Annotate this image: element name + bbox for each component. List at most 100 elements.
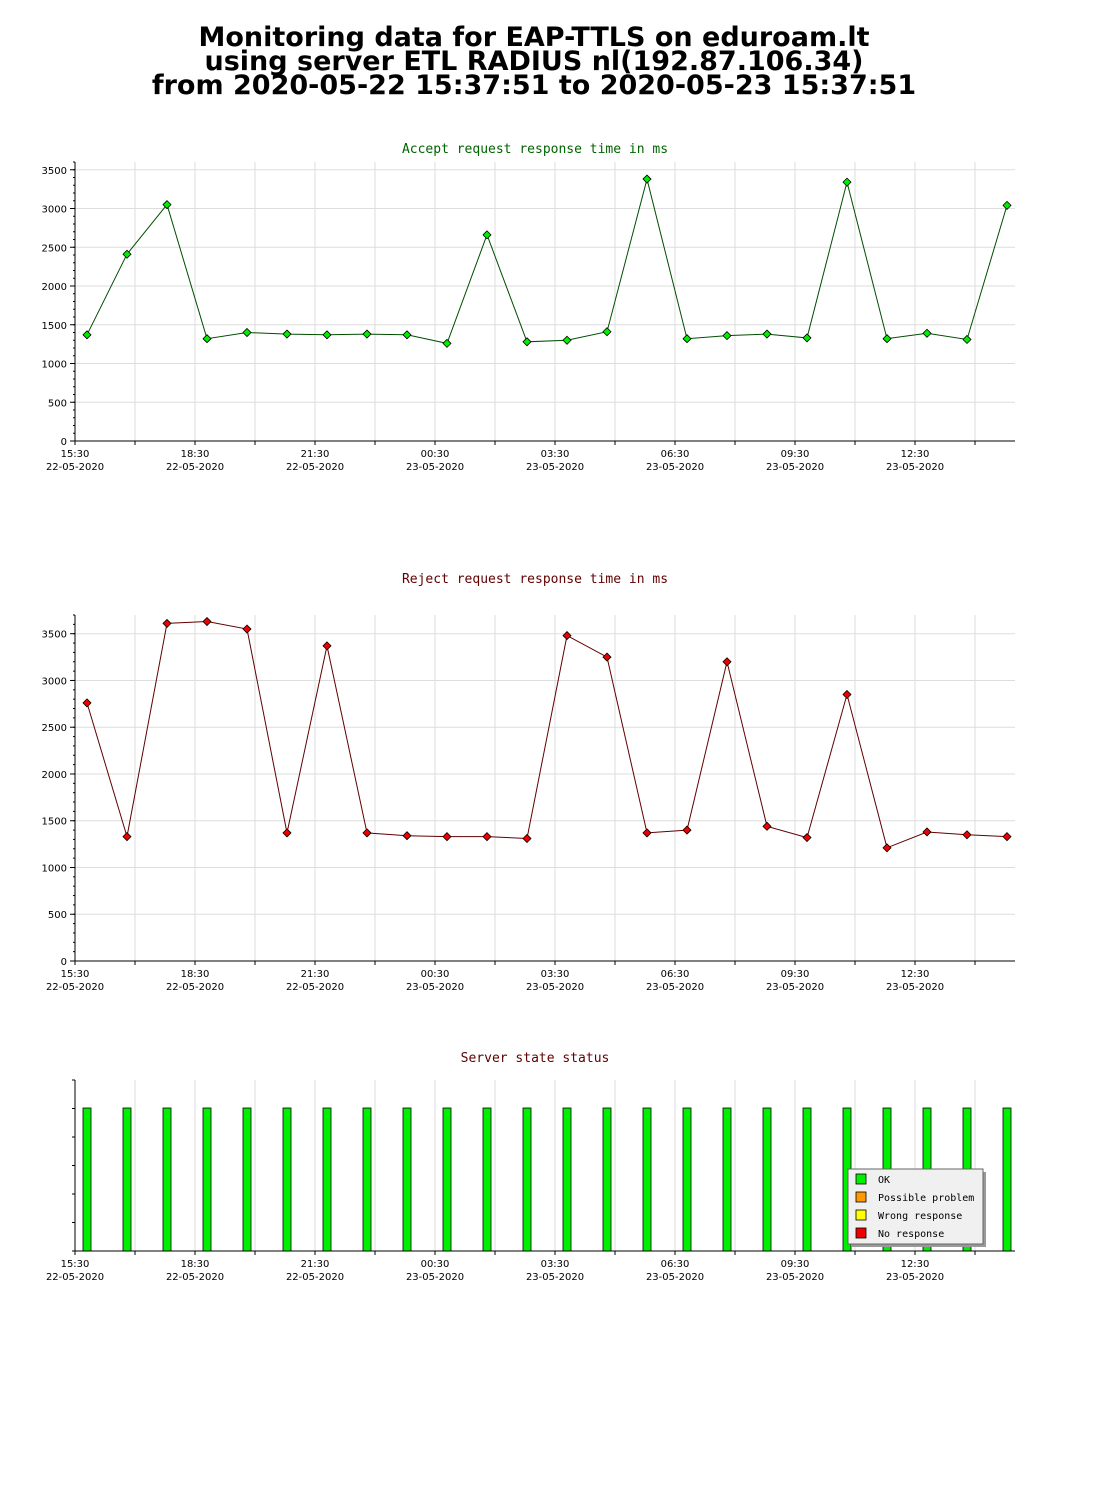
data-point (202, 334, 212, 344)
x-tick-time: 12:30 (901, 1259, 930, 1270)
status-bar (482, 1107, 492, 1252)
chart-1: Accept request response time in ms 0 500 10… (42, 142, 1015, 473)
x-tick-date: 23-05-2020 (526, 982, 584, 993)
data-point (82, 330, 92, 340)
x-tick-date: 22-05-2020 (286, 982, 344, 993)
y-tick-label: 1500 (42, 817, 67, 828)
data-point (1002, 200, 1012, 210)
y-tick-label: 500 (48, 398, 67, 409)
x-tick-date: 22-05-2020 (166, 1272, 224, 1283)
x-tick-date: 23-05-2020 (886, 462, 944, 473)
status-bar (642, 1107, 652, 1252)
status-bar (282, 1107, 292, 1252)
data-point (442, 832, 452, 842)
x-tick-time: 15:30 (61, 449, 90, 460)
data-point (962, 334, 972, 345)
x-tick-date: 23-05-2020 (886, 1272, 944, 1283)
x-tick-date: 22-05-2020 (286, 462, 344, 473)
x-tick-date: 22-05-2020 (286, 1272, 344, 1283)
data-point (602, 652, 612, 662)
data-point (522, 833, 532, 844)
status-bar (402, 1107, 412, 1252)
data-point (642, 828, 652, 838)
status-bar (802, 1107, 812, 1252)
x-tick-time: 06:30 (661, 449, 690, 460)
legend-box (847, 1168, 984, 1245)
title-line-1: Monitoring data for EAP-TTLS on eduroam.… (198, 22, 870, 53)
data-point (722, 657, 732, 667)
y-tick-label: 3000 (42, 676, 67, 687)
data-point (842, 177, 852, 187)
x-tick-date: 23-05-2020 (646, 462, 704, 473)
x-tick-date: 23-05-2020 (406, 1272, 464, 1283)
x-tick-time: 21:30 (301, 969, 330, 980)
data-point (362, 329, 372, 339)
data-point (282, 828, 292, 838)
x-tick-date: 23-05-2020 (766, 982, 824, 993)
data-point (562, 631, 572, 641)
title-line-3: from 2020-05-22 15:37:51 to 2020-05-23 1… (151, 70, 917, 101)
x-tick-time: 06:30 (661, 1259, 690, 1270)
status-bar (1002, 1107, 1012, 1252)
data-point (962, 830, 972, 840)
status-bar (162, 1107, 172, 1252)
data-point (162, 200, 172, 210)
data-point (802, 832, 812, 843)
x-tick-time: 18:30 (181, 1259, 210, 1270)
data-point (602, 327, 612, 337)
data-point (682, 334, 692, 344)
status-bar (362, 1107, 372, 1252)
legend-label: Possible problem (878, 1193, 974, 1204)
legend-label: OK (878, 1175, 890, 1186)
status-bar (242, 1107, 252, 1252)
x-tick-date: 22-05-2020 (46, 462, 104, 473)
x-tick-date: 22-05-2020 (166, 982, 224, 993)
y-tick-label: 0 (61, 437, 67, 448)
data-point (442, 338, 452, 348)
status-bar (602, 1107, 612, 1252)
x-tick-time: 03:30 (541, 1259, 570, 1270)
x-tick-time: 09:30 (781, 1259, 810, 1270)
y-tick-label: 1500 (42, 321, 67, 332)
x-tick-date: 23-05-2020 (646, 1272, 704, 1283)
data-point (722, 331, 732, 341)
x-tick-time: 12:30 (901, 969, 930, 980)
x-tick-date: 22-05-2020 (46, 1272, 104, 1283)
data-point (642, 174, 652, 184)
x-tick-time: 18:30 (181, 969, 210, 980)
status-bar (122, 1107, 132, 1252)
x-tick-time: 15:30 (61, 969, 90, 980)
x-tick-date: 23-05-2020 (406, 462, 464, 473)
x-tick-time: 15:30 (61, 1259, 90, 1270)
y-tick-label: 500 (48, 910, 67, 921)
chart-3: Server state status OK Possible problem Wro… (46, 1051, 1015, 1283)
legend-label: No response (878, 1229, 944, 1240)
status-bar (202, 1107, 212, 1252)
x-tick-time: 18:30 (181, 449, 210, 460)
x-tick-time: 03:30 (541, 969, 570, 980)
data-point (802, 333, 812, 343)
x-tick-time: 21:30 (301, 1259, 330, 1270)
status-bar (522, 1107, 532, 1252)
x-tick-time: 06:30 (661, 969, 690, 980)
data-point (922, 827, 932, 837)
data-point (842, 689, 852, 700)
y-tick-label: 1000 (42, 863, 67, 874)
series-line (86, 178, 1008, 344)
legend-swatch (855, 1191, 867, 1203)
x-tick-time: 12:30 (901, 449, 930, 460)
x-tick-date: 23-05-2020 (406, 982, 464, 993)
y-tick-label: 1000 (42, 360, 67, 371)
status-bar (82, 1107, 92, 1252)
data-point (1002, 832, 1012, 842)
x-tick-date: 23-05-2020 (886, 982, 944, 993)
data-point (122, 832, 132, 842)
data-point (242, 327, 252, 338)
legend-label: Wrong response (878, 1211, 962, 1222)
data-point (122, 249, 132, 259)
x-tick-date: 23-05-2020 (766, 1272, 824, 1283)
data-point (362, 828, 372, 838)
x-tick-time: 00:30 (421, 969, 450, 980)
y-tick-label: 3000 (42, 205, 67, 216)
